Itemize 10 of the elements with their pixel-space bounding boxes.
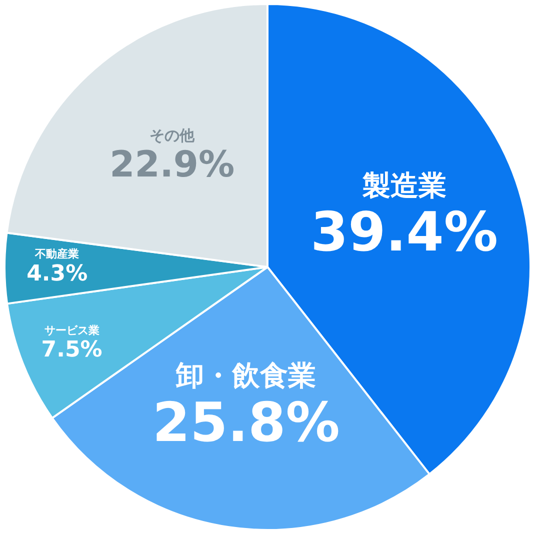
data-label: 7.5% [41, 338, 102, 363]
slice-label: サービス業 [44, 324, 100, 337]
data-label: 22.9% [110, 144, 235, 186]
data-label: 39.4% [310, 200, 498, 264]
slice-label: 製造業 [361, 168, 446, 202]
data-label: 25.8% [152, 390, 340, 454]
slice-label: 卸・飲食業 [175, 358, 316, 392]
data-label: 4.3% [26, 261, 88, 286]
slice-label: その他 [150, 126, 196, 145]
slice-label: 不動産業 [34, 248, 80, 261]
